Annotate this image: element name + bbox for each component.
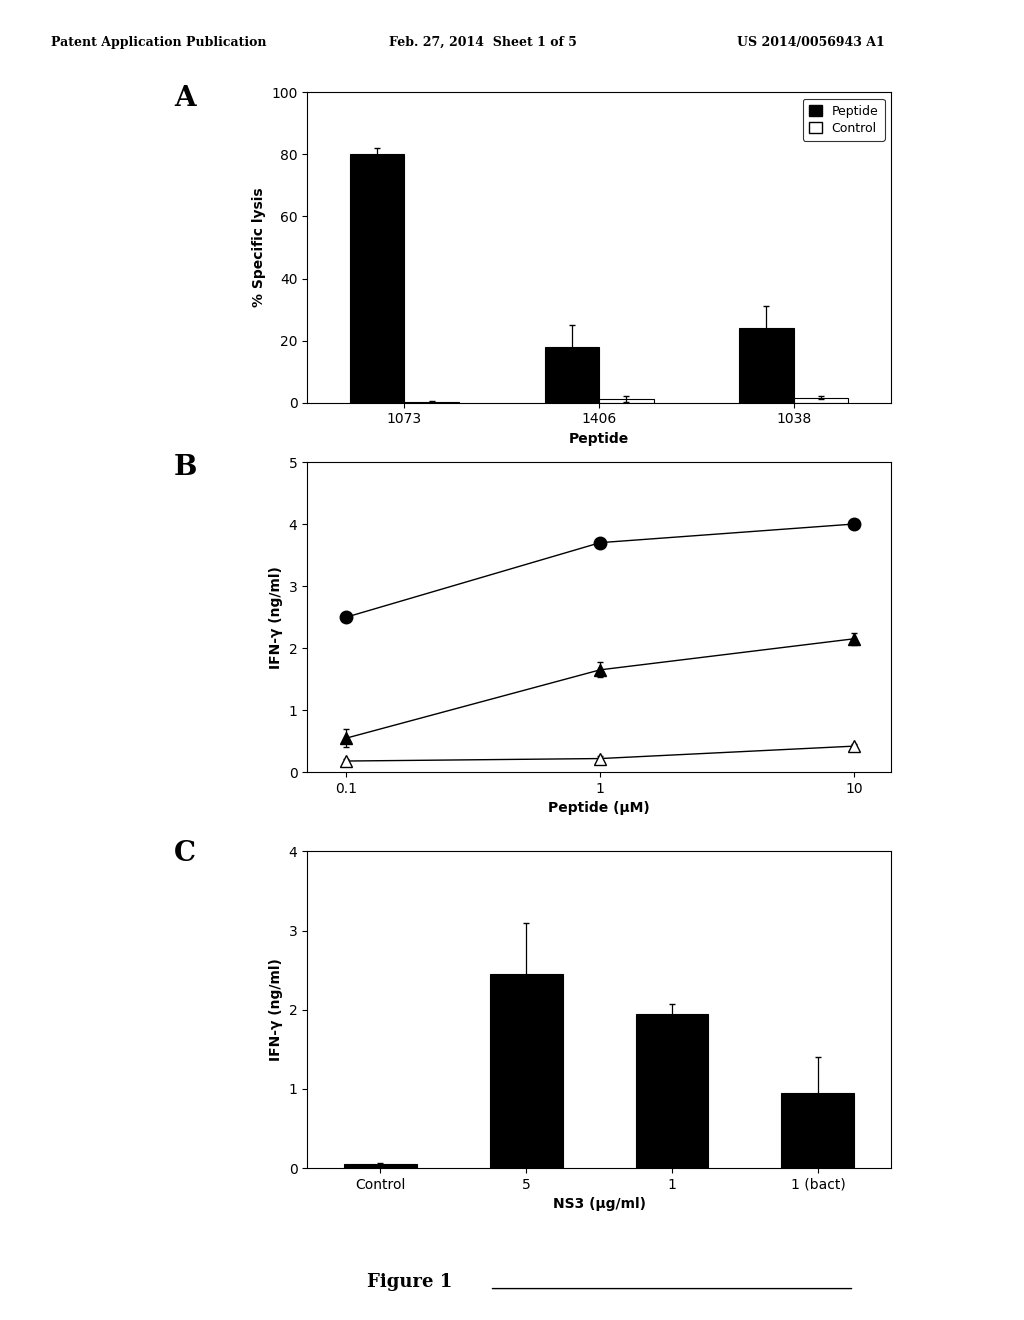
Text: Feb. 27, 2014  Sheet 1 of 5: Feb. 27, 2014 Sheet 1 of 5 xyxy=(389,36,577,49)
Bar xyxy=(739,329,794,403)
X-axis label: Peptide (μM): Peptide (μM) xyxy=(548,801,650,816)
Bar xyxy=(794,397,848,403)
Bar xyxy=(545,347,599,403)
Text: Figure 1: Figure 1 xyxy=(367,1272,453,1291)
Legend: Peptide, Control: Peptide, Control xyxy=(803,99,885,141)
X-axis label: Peptide: Peptide xyxy=(569,432,629,446)
Y-axis label: % Specific lysis: % Specific lysis xyxy=(252,187,265,308)
Text: Patent Application Publication: Patent Application Publication xyxy=(51,36,266,49)
Text: A: A xyxy=(174,84,196,112)
Text: US 2014/0056943 A1: US 2014/0056943 A1 xyxy=(737,36,885,49)
Y-axis label: IFN-γ (ng/ml): IFN-γ (ng/ml) xyxy=(269,958,283,1061)
Bar xyxy=(636,1014,709,1168)
Bar xyxy=(350,154,404,403)
Text: B: B xyxy=(174,454,198,482)
Bar xyxy=(781,1093,854,1168)
Bar xyxy=(599,399,653,403)
Text: C: C xyxy=(174,840,196,867)
X-axis label: NS3 (μg/ml): NS3 (μg/ml) xyxy=(553,1197,645,1212)
Bar xyxy=(344,1164,417,1168)
Y-axis label: IFN-γ (ng/ml): IFN-γ (ng/ml) xyxy=(269,566,283,668)
Bar xyxy=(489,974,562,1168)
